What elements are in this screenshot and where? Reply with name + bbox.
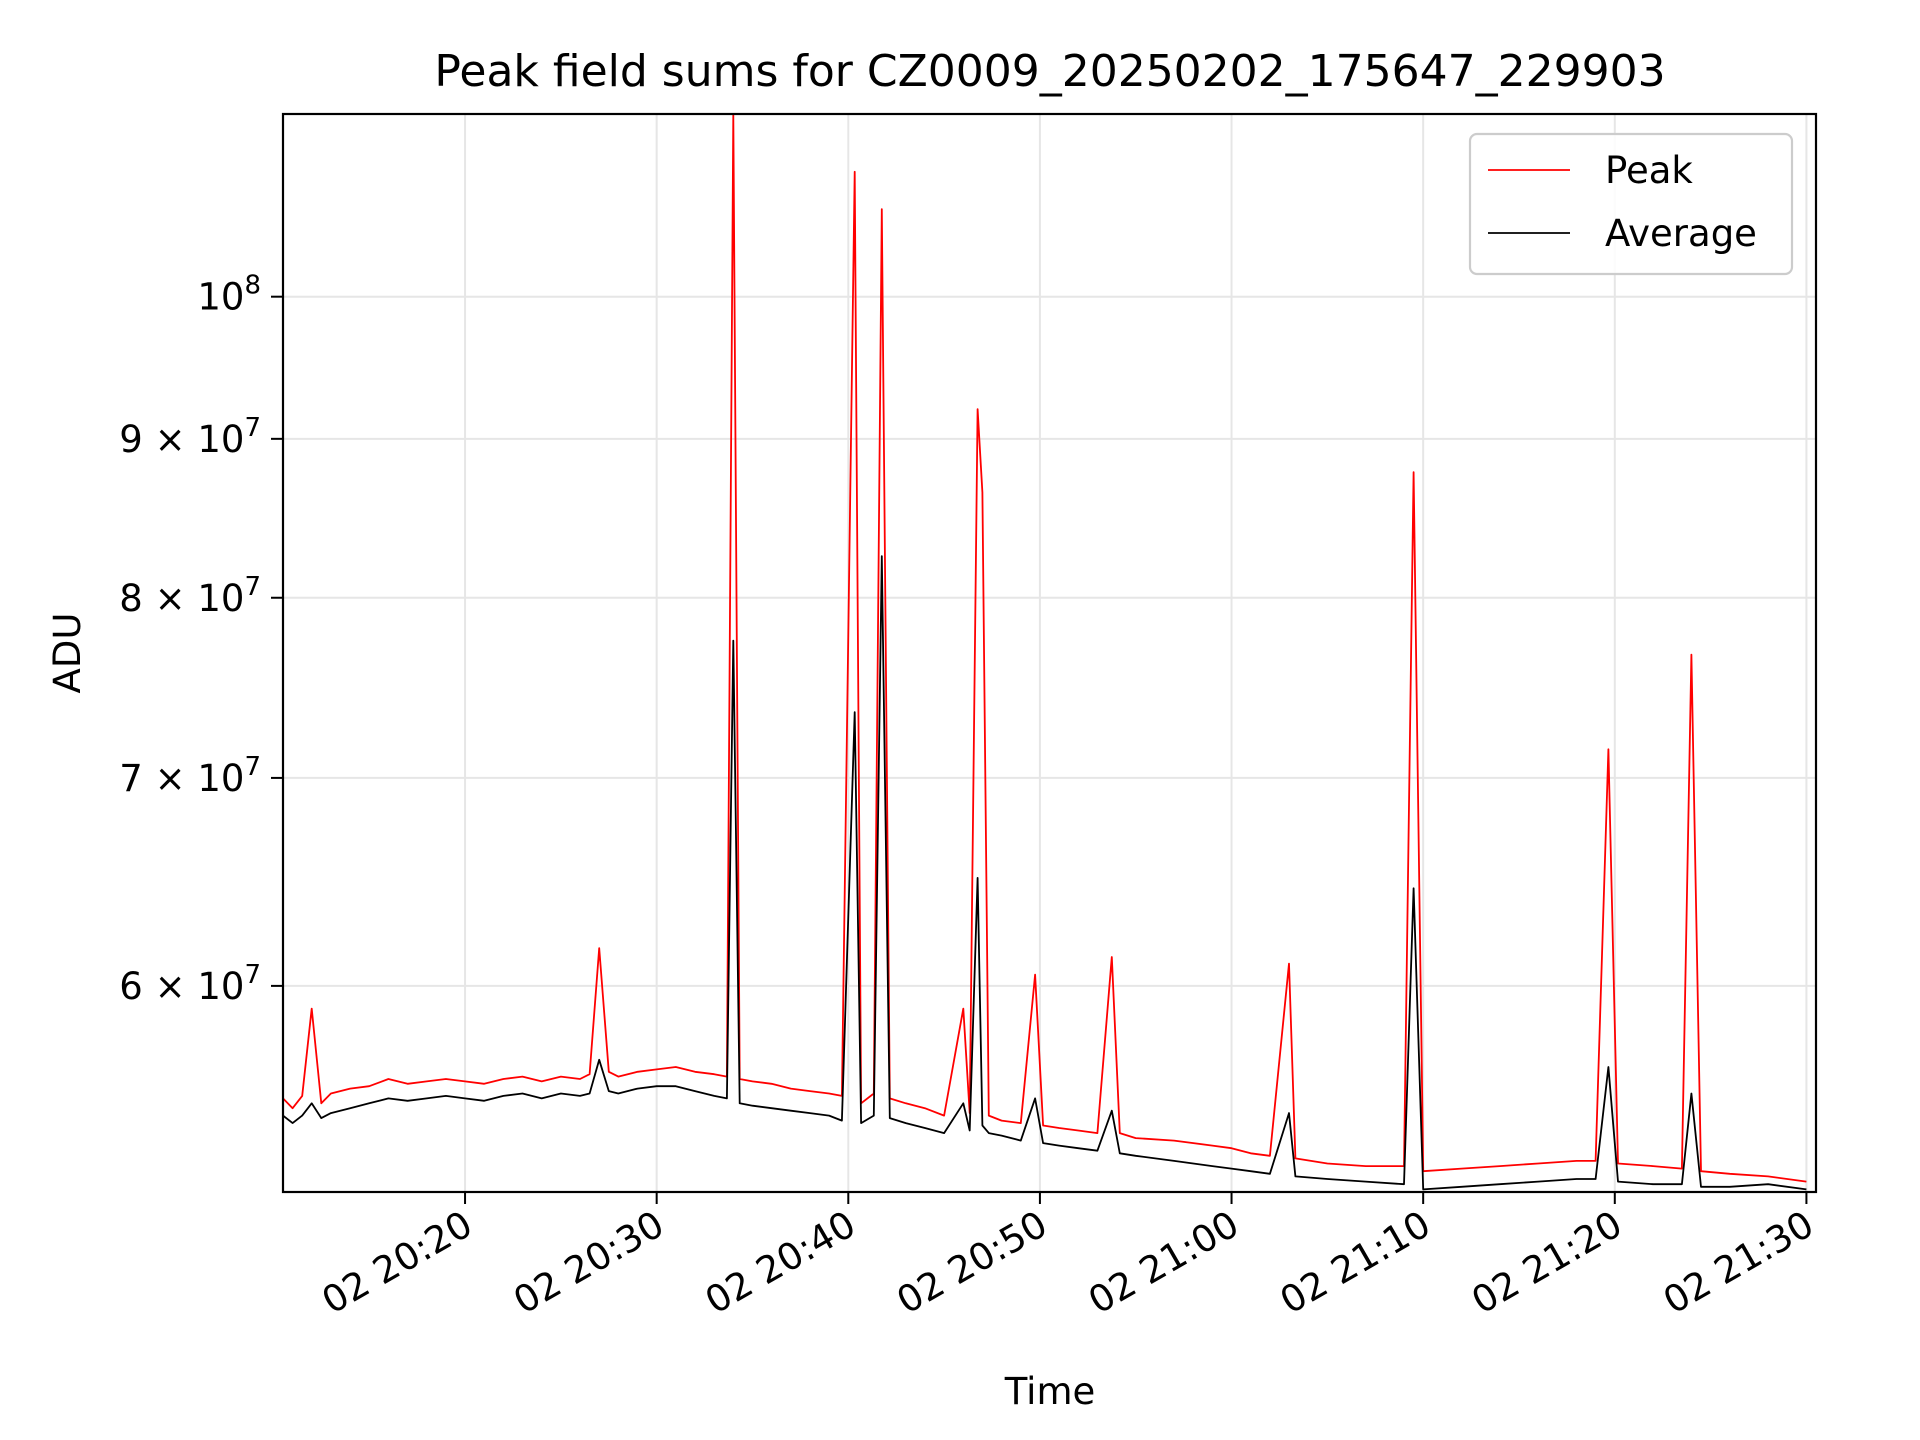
y-tick-label: 6 × 107 [119,960,261,1008]
legend-label-average: Average [1605,212,1757,255]
y-axis-title: ADU [46,613,89,694]
y-axis: 6 × 107 7 × 107 8 × 107 9 × 107 108 [119,271,283,1008]
chart-title: Peak field sums for CZ0009_20250202_1756… [434,46,1665,97]
plot-frame [281,112,1818,1194]
legend-frame [1468,132,1794,276]
y-tick-label: 8 × 107 [119,572,261,620]
series-line-peak [283,114,1807,1183]
legend-label-peak: Peak [1605,149,1693,192]
series-line-average [283,555,1807,1191]
plot-area [283,114,1807,1191]
x-axis-title: Time [1004,1370,1096,1413]
y-tick-label: 7 × 107 [119,752,261,800]
legend: Peak Average [1468,132,1794,276]
y-tick-label: 9 × 107 [119,413,261,461]
series-layer [283,114,1807,1191]
y-tick-label: 108 [197,271,261,319]
